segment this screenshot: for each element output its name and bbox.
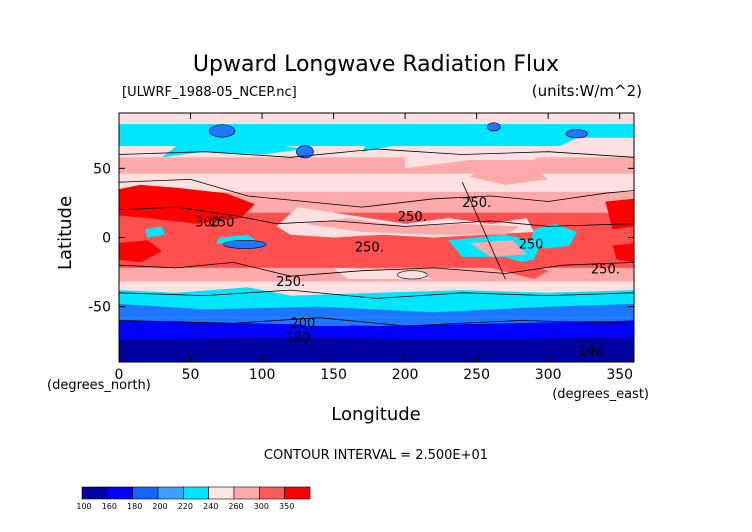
field-region [119, 184, 255, 224]
colorbar-swatch [284, 486, 311, 500]
contour-interval-label: CONTOUR INTERVAL = 2.500E+01 [264, 448, 488, 463]
x-tick-label: 200 [392, 367, 419, 383]
field-region [119, 303, 634, 318]
field-region [161, 140, 305, 158]
contour-line [461, 182, 506, 280]
x-tick-label: 50 [182, 367, 200, 383]
field-region [119, 240, 162, 263]
x-tick-label: 150 [320, 367, 347, 383]
colorbar-label: 180 [127, 502, 142, 511]
colorbar-swatch [208, 486, 235, 500]
y-tick-label: 0 [102, 231, 111, 247]
x-axis-label: Longitude [331, 404, 421, 425]
field-blob [296, 145, 314, 159]
contour-line [119, 317, 634, 327]
colorbar-swatch [183, 486, 209, 500]
colorbar-label: 160 [102, 502, 117, 511]
y-unit-label: (degrees_north) [47, 378, 151, 393]
contour-line [119, 178, 634, 208]
x-axis-ticks: 0 50 100 150 200 250 300 350 [115, 113, 633, 383]
field-region [144, 226, 165, 238]
contour-line [119, 289, 634, 299]
field-region [119, 320, 634, 335]
band [119, 113, 634, 125]
field-region [405, 149, 549, 169]
field-blob [487, 122, 501, 132]
colorbar-swatch [259, 486, 285, 500]
contour-label: 250. [398, 210, 427, 225]
colorbar-label: 240 [203, 502, 218, 511]
contour-label: 250 [210, 215, 235, 230]
colorbar-label: 220 [178, 502, 193, 511]
field-region [548, 137, 634, 152]
colorbar-swatch [81, 486, 108, 500]
contour-lines [119, 148, 634, 327]
colorbar-label: 200 [152, 502, 167, 511]
field-region [290, 317, 377, 326]
field-region [405, 256, 549, 279]
colorbar-swatch [132, 486, 159, 500]
contour-line [119, 206, 634, 227]
source-file-label: [ULWRF_1988-05_NCEP.nc] [122, 85, 297, 100]
contour-label: 140 [579, 344, 604, 359]
contour-label: 200. [290, 316, 319, 331]
y-axis-label: Latitude [55, 196, 76, 270]
field-region [612, 243, 634, 263]
contour-label: 250. [591, 262, 620, 277]
x-tick-label: 350 [606, 367, 633, 383]
contour-line [119, 148, 634, 158]
colorbar-label: 100 [76, 502, 91, 511]
colorbar-swatch [107, 486, 133, 500]
band [119, 146, 634, 158]
contour-label: 300 [195, 215, 220, 230]
contour-label: 250 [519, 238, 544, 253]
field-region [605, 198, 634, 230]
field-region [362, 135, 491, 152]
x-tick-label: 300 [535, 367, 562, 383]
field-region [119, 287, 634, 299]
units-label: (units:W/m^2) [532, 82, 642, 100]
field-region [469, 168, 549, 185]
band [119, 173, 634, 192]
band [119, 157, 634, 174]
contour-line [119, 261, 634, 277]
colorbar-swatch [233, 486, 260, 500]
x-tick-label: 100 [249, 367, 276, 383]
contour-label: 250. [355, 240, 384, 255]
field-blob [396, 270, 428, 280]
y-tick-label: 50 [93, 161, 111, 177]
chart-title: Upward Longwave Radiation Flux [193, 52, 559, 77]
colorbar: 100 160 180 200 220 240 260 300 350 [76, 486, 311, 511]
contour-label: 250. [462, 196, 491, 211]
field-region [469, 240, 527, 257]
field-blob [565, 129, 588, 139]
x-unit-label: (degrees_east) [552, 387, 649, 402]
x-tick-label: 250 [463, 367, 490, 383]
heatmap-field [119, 113, 634, 362]
field-blob [208, 124, 236, 138]
y-tick-label: -50 [88, 300, 111, 316]
colorbar-label: 260 [228, 502, 243, 511]
field-region [119, 337, 634, 362]
x-tick-label: 0 [115, 367, 124, 383]
band [119, 124, 634, 147]
colorbar-swatch [157, 486, 184, 500]
field-region [305, 218, 520, 235]
field-region [531, 223, 577, 249]
contour-label: 250. [276, 275, 305, 290]
field-blob [223, 239, 267, 249]
colorbar-label: 350 [279, 502, 294, 511]
contour-label: 180 [285, 330, 310, 345]
y-axis-ticks: 50 0 -50 [88, 161, 634, 316]
colorbar-label: 300 [254, 502, 269, 511]
